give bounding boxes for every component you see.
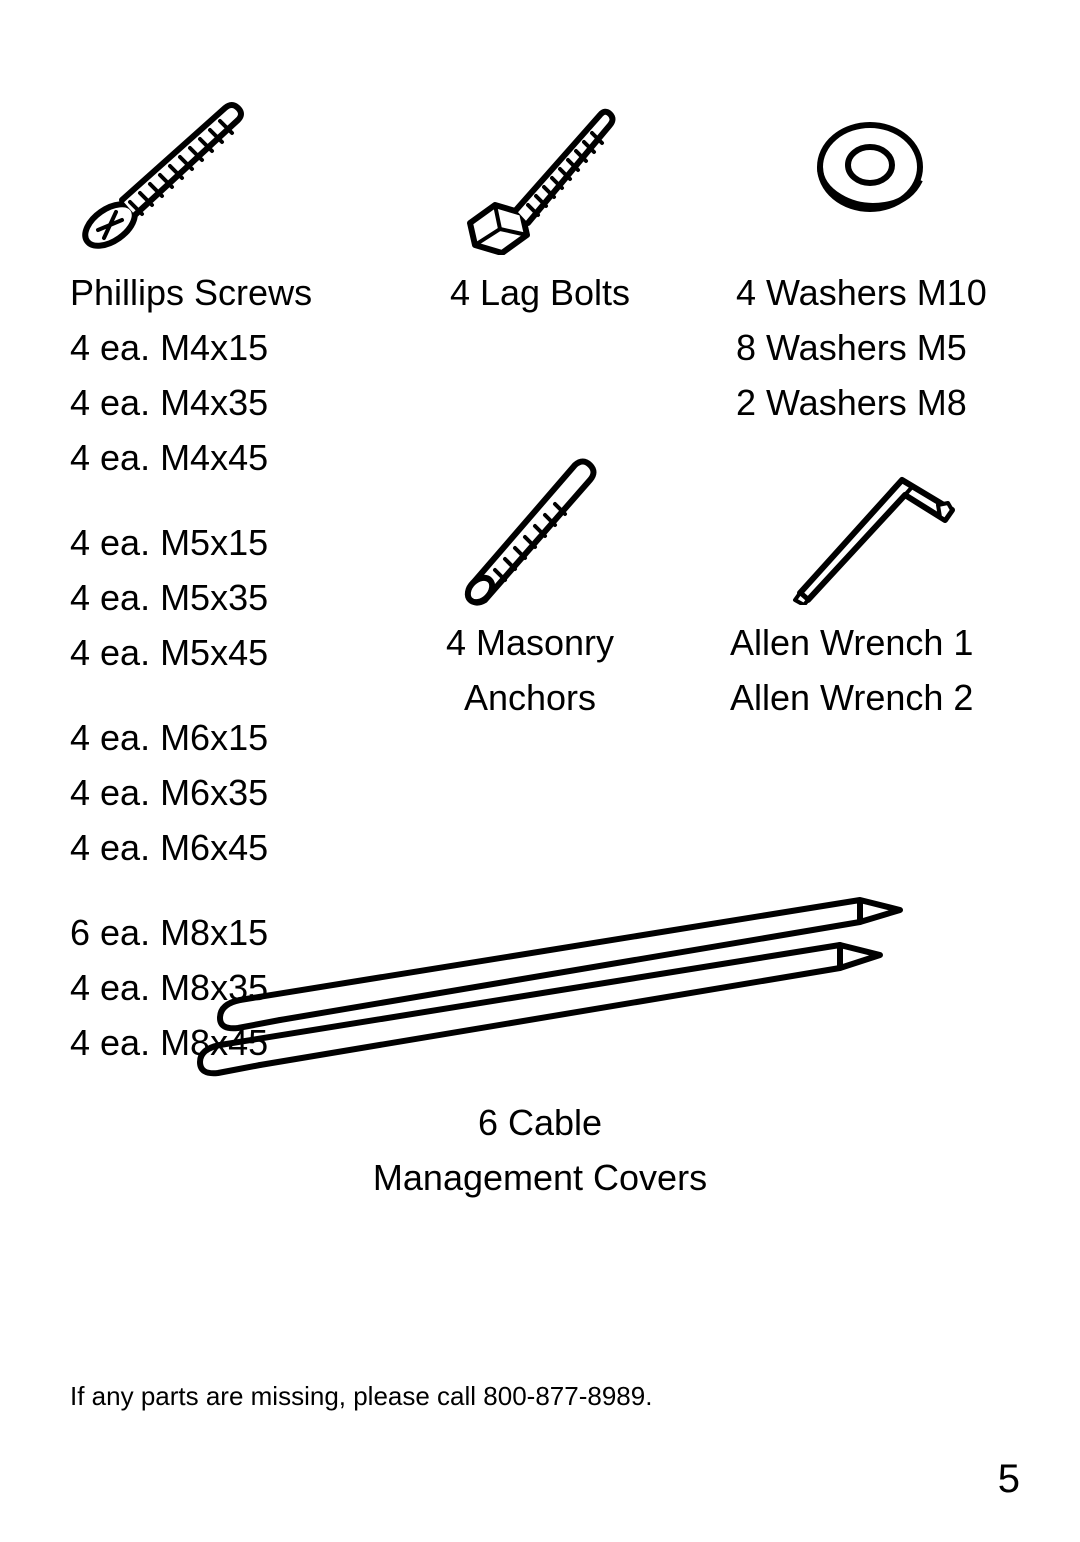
washers-line-0: 4 Washers M10 <box>736 270 987 315</box>
washers-line-1: 8 Washers M5 <box>736 325 987 370</box>
phillips-g2-l2: 4 ea. M6x45 <box>70 825 268 870</box>
allen-line-1: Allen Wrench 2 <box>730 675 973 720</box>
phillips-g2-l0: 4 ea. M6x15 <box>70 715 268 760</box>
phillips-g0-l0: 4 ea. M4x15 <box>70 325 268 370</box>
masonry-label-1: 4 Masonry <box>446 620 614 665</box>
washer-icon <box>805 80 935 260</box>
parts-row-2: 4 Masonry Anchors Allen Wrench 1 Allen <box>70 440 1010 720</box>
washers-column: 4 Washers M10 8 Washers M5 2 Washers M8 <box>730 80 1010 425</box>
cable-label-2: Management Covers <box>70 1155 1010 1200</box>
footer-note: If any parts are missing, please call 80… <box>70 1381 652 1412</box>
cable-cover-icon <box>70 870 1010 1090</box>
washers-line-2: 2 Washers M8 <box>736 380 987 425</box>
masonry-column: 4 Masonry Anchors <box>410 440 650 720</box>
phillips-title: Phillips Screws <box>70 270 312 315</box>
allen-wrench-icon <box>780 440 960 610</box>
lag-bolts-column: 4 Lag Bolts <box>420 80 660 315</box>
masonry-label-2: Anchors <box>464 675 596 720</box>
lag-bolts-label: 4 Lag Bolts <box>450 270 630 315</box>
allen-line-0: Allen Wrench 1 <box>730 620 973 665</box>
allen-column: Allen Wrench 1 Allen Wrench 2 <box>730 440 1010 720</box>
lag-bolt-icon <box>450 80 630 260</box>
cable-label-1: 6 Cable <box>70 1100 1010 1145</box>
page-number: 5 <box>998 1457 1020 1502</box>
phillips-screw-icon <box>70 80 250 260</box>
phillips-g0-l1: 4 ea. M4x35 <box>70 380 268 425</box>
page-container: Phillips Screws 4 ea. M4x15 4 ea. M4x35 … <box>0 0 1080 1542</box>
phillips-g2-l1: 4 ea. M6x35 <box>70 770 268 815</box>
masonry-anchor-icon <box>445 440 615 610</box>
cable-section: 6 Cable Management Covers <box>70 870 1010 1200</box>
